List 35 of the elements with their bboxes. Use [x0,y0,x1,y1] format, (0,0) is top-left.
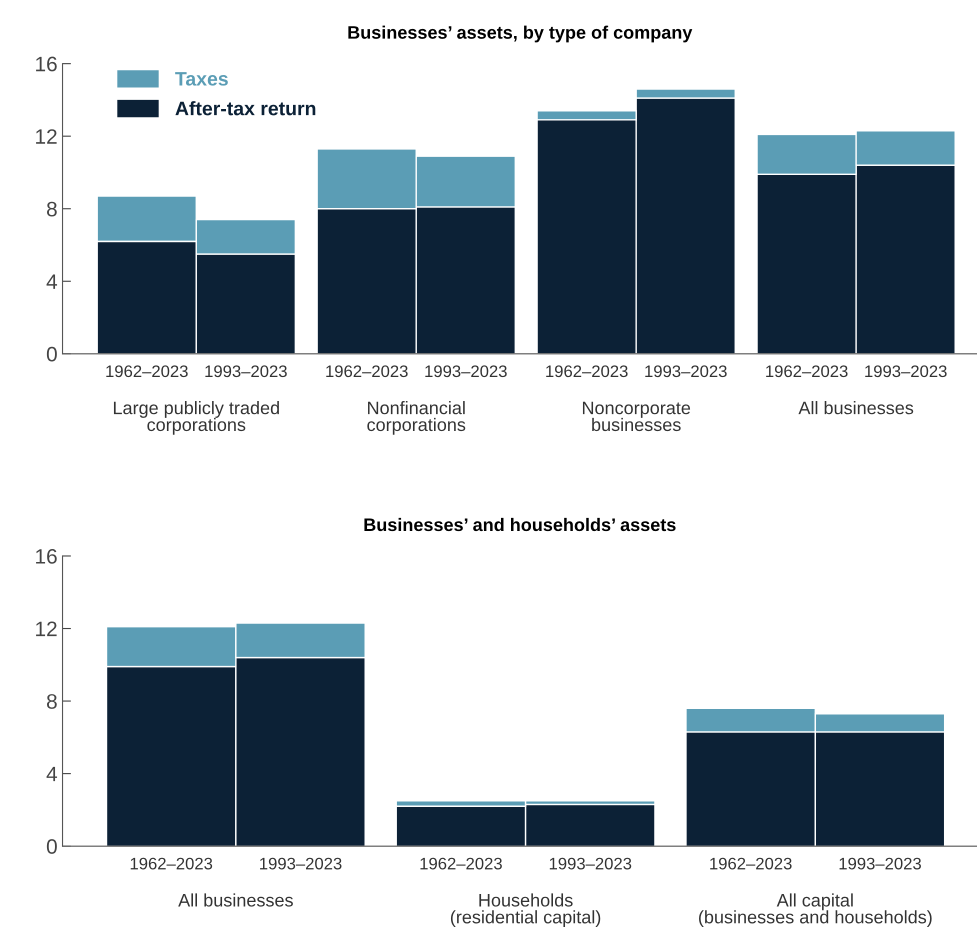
y-tick-label: 12 [36,129,57,144]
legend-label: Taxes [175,72,228,86]
x-tick-label: 1993–2023 [425,365,507,378]
y-tick-label: 8 [46,694,57,709]
x-tick-label: 1993–2023 [840,858,921,870]
text: Noncorporate businesses [582,402,690,432]
x-tick-label: 1962–2023 [106,365,188,378]
chart-title: Businesses’ and households’ assets [364,518,676,532]
y-tick-label: 0 [46,839,57,854]
y-tick-label: 8 [46,202,57,216]
text: Nonfinancial corporations [367,401,466,435]
y-tick-label: 4 [46,766,58,782]
text: All capital (businesses and households) [699,893,932,928]
y-tick-label: 4 [46,274,58,289]
chart-title: Businesses’ assets, by type of company [348,26,692,42]
text: All businesses [178,893,293,907]
y-tick-label: 16 [36,548,57,564]
text: All businesses [798,401,914,414]
x-tick-label: 1993–2023 [260,858,342,870]
x-tick-label: 1993–2023 [205,365,287,378]
x-tick-label: 1993–2023 [865,365,947,378]
x-tick-label: 1962–2023 [326,365,408,378]
y-tick-label: 0 [46,346,57,362]
x-tick-label: 1993–2023 [645,365,727,378]
x-tick-label: 1962–2023 [130,858,212,870]
x-tick-label: 1993–2023 [550,858,632,870]
x-tick-label: 1962–2023 [766,365,848,378]
x-tick-label: 1962–2023 [546,365,628,378]
y-tick-label: 16 [36,56,57,72]
text: Large publicly traded corporations [114,401,279,435]
x-tick-label: 1962–2023 [420,858,502,870]
x-tick-label: 1962–2023 [710,858,792,870]
y-tick-label: 12 [36,622,57,636]
text: Households (residential capital) [450,893,600,928]
legend-label: After-tax return [175,101,316,116]
